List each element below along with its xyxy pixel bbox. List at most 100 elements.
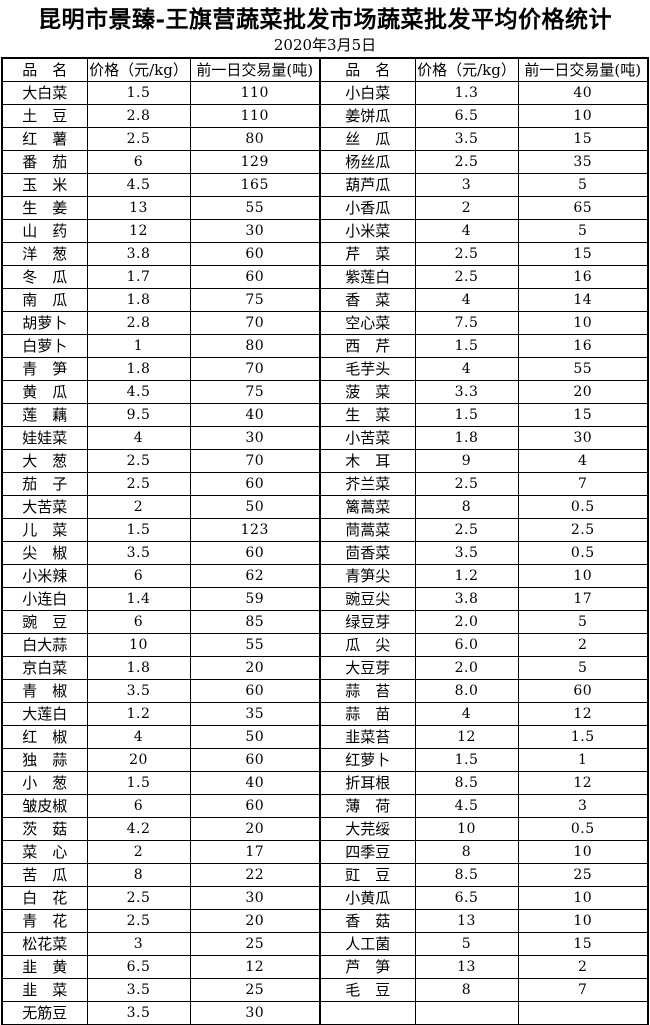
price-cell: 4 (414, 219, 519, 243)
product-name-cell: 南 瓜 (1, 288, 88, 312)
product-name-cell: 红 椒 (1, 725, 88, 749)
table-row: 尖 椒 3.5 60 茴香菜 3.5 0.5 (1, 541, 649, 565)
product-name-cell: 韭菜苔 (319, 725, 416, 749)
table-row: 青 椒 3.5 60 蒜 苔 8.0 60 (1, 679, 649, 703)
volume-cell: 40 (189, 403, 321, 427)
volume-cell: 30 (189, 1001, 321, 1025)
product-name-cell: 绿豆芽 (319, 610, 416, 634)
product-name-cell: 红萝卜 (319, 748, 416, 772)
report-date: 2020年3月5日 (273, 36, 377, 54)
product-name-cell: 大苦菜 (1, 495, 88, 519)
product-name-cell: 小香瓜 (319, 196, 416, 220)
price-cell: 8 (86, 863, 191, 887)
volume-cell: 75 (189, 380, 321, 404)
table-row: 红 薯 2.5 80 丝 瓜 3.5 15 (1, 127, 649, 151)
volume-cell: 15 (517, 932, 649, 956)
price-cell: 1.7 (86, 265, 191, 289)
product-name-cell: 菜 心 (1, 840, 88, 864)
product-name-cell: 丝 瓜 (319, 127, 416, 151)
header-price-right: 价格（元/kg） (414, 57, 519, 82)
volume-cell: 0.5 (517, 495, 649, 519)
volume-cell: 60 (189, 541, 321, 565)
volume-cell: 40 (517, 81, 649, 105)
volume-cell: 12 (517, 771, 649, 795)
product-name-cell: 蒜 苗 (319, 702, 416, 726)
volume-cell: 10 (517, 564, 649, 588)
price-cell: 4.5 (414, 794, 519, 818)
product-name-cell: 无筋豆 (1, 1001, 88, 1025)
product-name-cell: 青笋尖 (319, 564, 416, 588)
product-name-cell: 山 药 (1, 219, 88, 243)
volume-cell: 15 (517, 242, 649, 266)
price-cell: 4 (86, 426, 191, 450)
volume-cell: 65 (517, 196, 649, 220)
price-cell: 13 (414, 955, 519, 979)
header-product-name-right: 品 名 (319, 57, 416, 82)
volume-cell: 60 (189, 472, 321, 496)
volume-cell: 110 (189, 104, 321, 128)
product-name-cell: 豌豆尖 (319, 587, 416, 611)
product-name-cell: 土 豆 (1, 104, 88, 128)
product-name-cell: 小米菜 (319, 219, 416, 243)
product-name-cell: 香 菜 (319, 288, 416, 312)
volume-cell: 80 (189, 334, 321, 358)
volume-cell: 2 (517, 633, 649, 657)
price-cell: 2.5 (86, 472, 191, 496)
page-title: 昆明市景臻-王旗营蔬菜批发市场蔬菜批发平均价格统计 (37, 6, 613, 33)
product-name-cell: 四季豆 (319, 840, 416, 864)
price-cell: 2.5 (414, 518, 519, 542)
table-row: 韭 黄 6.5 12 芦 笋 13 2 (1, 955, 649, 979)
table-row: 大苦菜 2 50 篱蒿菜 8 0.5 (1, 495, 649, 519)
product-name-cell: 小连白 (1, 587, 88, 611)
volume-cell: 5 (517, 173, 649, 197)
table-row: 儿 菜 1.5 123 茼蒿菜 2.5 2.5 (1, 518, 649, 542)
table-row: 生 姜 13 55 小香瓜 2 65 (1, 196, 649, 220)
price-cell: 8.5 (414, 771, 519, 795)
table-row: 大白菜 1.5 110 小白菜 1.3 40 (1, 81, 649, 105)
price-cell: 6 (86, 564, 191, 588)
price-cell: 20 (86, 748, 191, 772)
volume-cell: 30 (189, 886, 321, 910)
product-name-cell: 京白菜 (1, 656, 88, 680)
product-name-cell: 生 菜 (319, 403, 416, 427)
volume-cell: 5 (517, 219, 649, 243)
price-cell: 2.5 (86, 909, 191, 933)
product-name-cell: 葫芦瓜 (319, 173, 416, 197)
product-name-cell: 小苦菜 (319, 426, 416, 450)
volume-cell: 7 (517, 978, 649, 1002)
volume-cell: 4 (517, 449, 649, 473)
product-name-cell: 西 芹 (319, 334, 416, 358)
table-row: 冬 瓜 1.7 60 紫莲白 2.5 16 (1, 265, 649, 289)
table-row: 洋 葱 3.8 60 芹 菜 2.5 15 (1, 242, 649, 266)
price-cell: 1.2 (86, 702, 191, 726)
product-name-cell: 韭 黄 (1, 955, 88, 979)
product-name-cell: 芥兰菜 (319, 472, 416, 496)
price-cell: 6.5 (414, 886, 519, 910)
volume-cell: 10 (517, 840, 649, 864)
price-cell: 2.5 (414, 150, 519, 174)
volume-cell: 55 (517, 357, 649, 381)
product-name-cell: 大白菜 (1, 81, 88, 105)
volume-cell: 0.5 (517, 541, 649, 565)
product-name-cell: 瓜 尖 (319, 633, 416, 657)
product-name-cell: 玉 米 (1, 173, 88, 197)
volume-cell: 10 (517, 311, 649, 335)
table-row: 豌 豆 6 85 绿豆芽 2.0 5 (1, 610, 649, 634)
table-row: 白萝卜 1 80 西 芹 1.5 16 (1, 334, 649, 358)
product-name-cell: 小黄瓜 (319, 886, 416, 910)
volume-cell: 16 (517, 265, 649, 289)
product-name-cell (319, 1001, 416, 1025)
product-name-cell: 菠 菜 (319, 380, 416, 404)
price-cell: 2.5 (414, 265, 519, 289)
volume-cell: 70 (189, 449, 321, 473)
price-cell: 2.8 (86, 311, 191, 335)
table-row: 茨 菇 4.2 20 大芫绥 10 0.5 (1, 817, 649, 841)
price-cell: 10 (414, 817, 519, 841)
price-cell: 1.5 (414, 748, 519, 772)
price-cell: 12 (414, 725, 519, 749)
price-cell: 1.2 (414, 564, 519, 588)
product-name-cell: 毛芋头 (319, 357, 416, 381)
volume-cell: 59 (189, 587, 321, 611)
product-name-cell: 青 椒 (1, 679, 88, 703)
volume-cell: 50 (189, 725, 321, 749)
